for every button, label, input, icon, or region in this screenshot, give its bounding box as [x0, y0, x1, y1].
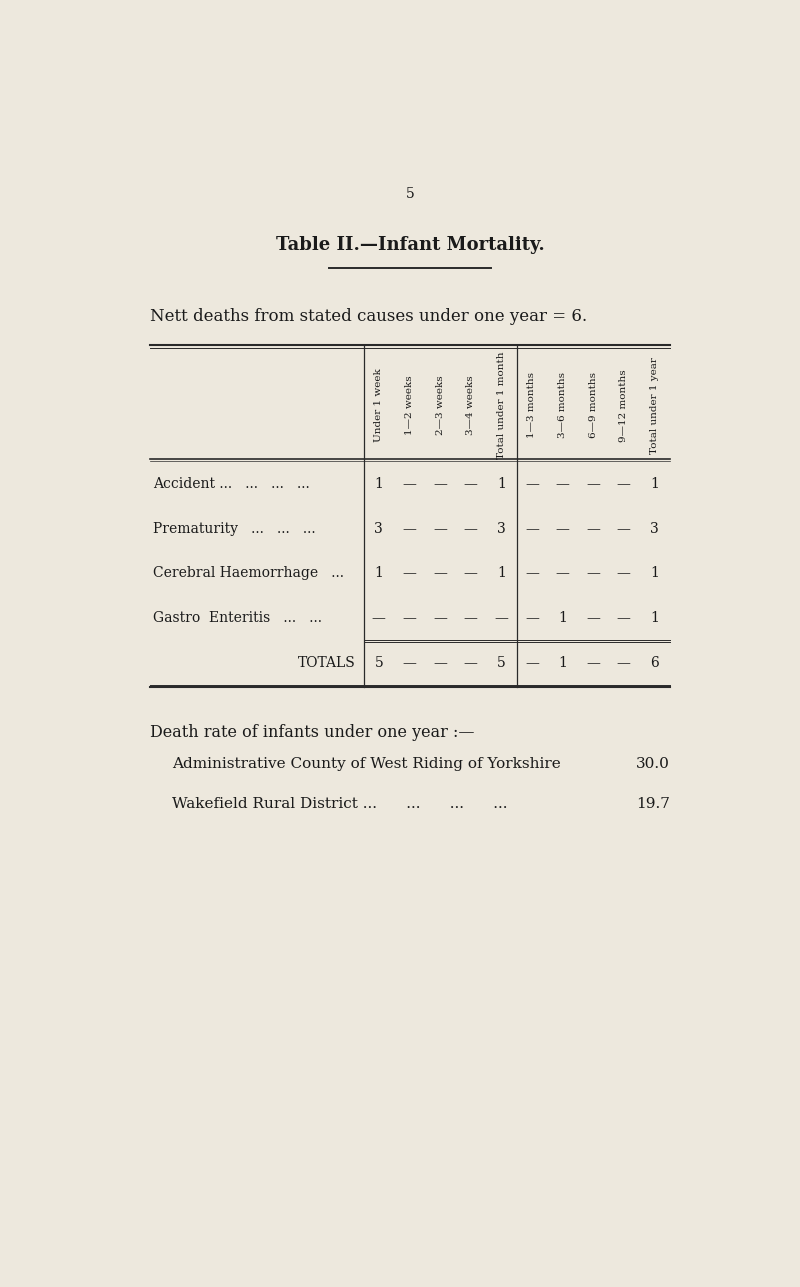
Text: 3: 3	[374, 521, 383, 535]
Text: 1: 1	[650, 566, 658, 580]
Text: —: —	[433, 566, 447, 580]
Text: —: —	[402, 611, 416, 625]
Text: 3—6 months: 3—6 months	[558, 372, 567, 439]
Text: —: —	[525, 521, 539, 535]
Text: Gastro  Enteritis   ...   ...: Gastro Enteritis ... ...	[154, 611, 322, 625]
Text: —: —	[617, 566, 630, 580]
Text: 6: 6	[650, 655, 658, 669]
Text: 19.7: 19.7	[636, 798, 670, 811]
Text: Total under 1 year: Total under 1 year	[650, 356, 659, 454]
Text: —: —	[555, 521, 570, 535]
Text: —: —	[402, 521, 416, 535]
Text: —: —	[555, 477, 570, 492]
Text: 1: 1	[650, 477, 658, 492]
Text: 1—2 weeks: 1—2 weeks	[405, 376, 414, 435]
Text: 5: 5	[497, 655, 506, 669]
Text: —: —	[402, 566, 416, 580]
Text: —: —	[617, 521, 630, 535]
Text: —: —	[464, 566, 478, 580]
Text: —: —	[525, 566, 539, 580]
Text: 1: 1	[558, 655, 567, 669]
Text: 6—9 months: 6—9 months	[589, 372, 598, 439]
Text: —: —	[494, 611, 508, 625]
Text: 1: 1	[374, 566, 383, 580]
Text: 3: 3	[650, 521, 658, 535]
Text: —: —	[464, 655, 478, 669]
Text: 3—4 weeks: 3—4 weeks	[466, 376, 475, 435]
Text: 3: 3	[497, 521, 506, 535]
Text: —: —	[402, 655, 416, 669]
Text: 5: 5	[406, 188, 414, 202]
Text: 9—12 months: 9—12 months	[619, 369, 628, 441]
Text: 1—3 months: 1—3 months	[527, 372, 536, 439]
Text: —: —	[402, 477, 416, 492]
Text: Death rate of infants under one year :—: Death rate of infants under one year :—	[150, 725, 475, 741]
Text: Under 1 week: Under 1 week	[374, 368, 383, 443]
Text: Prematurity   ...   ...   ...: Prematurity ... ... ...	[154, 521, 316, 535]
Text: 5: 5	[374, 655, 383, 669]
Text: Total under 1 month: Total under 1 month	[497, 351, 506, 459]
Text: Wakefield Rural District ...      ...      ...      ...: Wakefield Rural District ... ... ... ...	[172, 798, 507, 811]
Text: —: —	[617, 611, 630, 625]
Text: 30.0: 30.0	[636, 757, 670, 771]
Text: —: —	[555, 566, 570, 580]
Text: —: —	[617, 477, 630, 492]
Text: Accident ...   ...   ...   ...: Accident ... ... ... ...	[154, 477, 310, 492]
Text: —: —	[525, 655, 539, 669]
Text: 1: 1	[497, 566, 506, 580]
Text: 2—3 weeks: 2—3 weeks	[435, 376, 445, 435]
Text: 1: 1	[558, 611, 567, 625]
Text: —: —	[586, 655, 600, 669]
Text: —: —	[464, 611, 478, 625]
Text: 1: 1	[497, 477, 506, 492]
Text: —: —	[433, 477, 447, 492]
Text: —: —	[372, 611, 386, 625]
Text: —: —	[586, 521, 600, 535]
Text: 1: 1	[650, 611, 658, 625]
Text: —: —	[464, 521, 478, 535]
Text: Table II.—Infant Mortality.: Table II.—Infant Mortality.	[276, 237, 544, 255]
Text: —: —	[617, 655, 630, 669]
Text: —: —	[525, 611, 539, 625]
Text: —: —	[586, 566, 600, 580]
Text: Nett deaths from stated causes under one year = 6.: Nett deaths from stated causes under one…	[150, 308, 587, 324]
Text: TOTALS: TOTALS	[298, 655, 356, 669]
Text: —: —	[433, 521, 447, 535]
Text: —: —	[433, 655, 447, 669]
Text: —: —	[433, 611, 447, 625]
Text: 1: 1	[374, 477, 383, 492]
Text: —: —	[586, 611, 600, 625]
Text: —: —	[464, 477, 478, 492]
Text: —: —	[525, 477, 539, 492]
Text: —: —	[586, 477, 600, 492]
Text: Cerebral Haemorrhage   ...: Cerebral Haemorrhage ...	[154, 566, 345, 580]
Text: Administrative County of West Riding of Yorkshire: Administrative County of West Riding of …	[172, 757, 561, 771]
